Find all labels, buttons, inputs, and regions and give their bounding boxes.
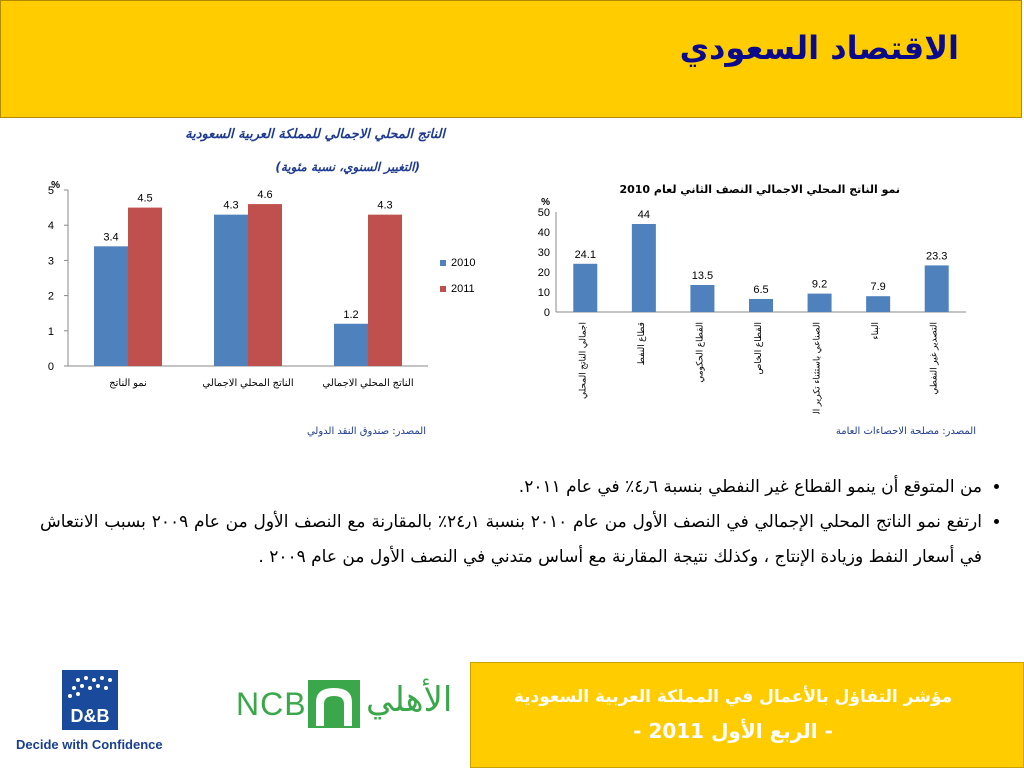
chart1-y-label: %	[51, 180, 60, 191]
chart1-legend-swatch	[440, 286, 446, 292]
chart2-x-tick: قطاع النفط	[636, 322, 647, 365]
header-bar: الاقتصاد السعودي	[0, 0, 1022, 118]
chart2-x-tick: البناء	[870, 322, 880, 340]
footer-box: مؤشر التفاؤل بالأعمال في المملكة العربية…	[470, 662, 1024, 768]
chart2-y-tick: 10	[538, 287, 550, 299]
dnb-logo-text: D&B	[71, 706, 110, 726]
chart1-y-tick: 5	[48, 185, 54, 197]
chart2-x-tick: التصدير غير النفطي	[929, 322, 940, 395]
chart2-data-label: 6.5	[753, 284, 768, 296]
chart1-y-tick: 1	[48, 326, 54, 338]
chart1-legend-label: 2011	[451, 283, 475, 295]
chart2-source: المصدر: مصلحة الاحصاءات العامة	[835, 426, 976, 437]
chart1-source: المصدر: صندوق النقد الدولي	[306, 426, 426, 437]
bullet-list: من المتوقع أن ينمو القطاع غير النفطي بنس…	[40, 470, 1008, 575]
chart1-y-tick: 4	[48, 220, 54, 232]
chart2-title: نمو الناتج المحلي الاجمالي النصف الثاني …	[619, 183, 900, 196]
chart2-data-label: 44	[638, 209, 650, 221]
chart1-bar	[128, 207, 162, 366]
chart2-y-tick: 50	[538, 207, 550, 219]
chart2-y-tick: 40	[538, 227, 550, 239]
chart2-data-label: 9.2	[812, 279, 827, 291]
chart2-y-tick: 0	[544, 307, 550, 319]
chart1-bar	[334, 323, 368, 366]
chart2-bar	[924, 265, 949, 312]
chart1-subtitle: (التغيير السنوي، نسبة مئوية)	[275, 160, 420, 174]
dnb-logo: D&B	[62, 670, 118, 730]
bullet-item: ارتفع نمو الناتج المحلي الإجمالي في النص…	[40, 505, 982, 575]
chart2-data-label: 24.1	[575, 249, 596, 261]
chart2-data-label: 13.5	[692, 270, 713, 282]
dnb-tagline: Decide with Confidence	[16, 737, 163, 752]
chart1-data-label: 4.3	[223, 200, 238, 212]
chart1-data-label: 4.6	[257, 189, 272, 201]
chart2-bar	[631, 224, 656, 312]
chart2-y-tick: 20	[538, 267, 550, 279]
chart2-bar	[573, 263, 598, 312]
chart1-legend-label: 2010	[451, 257, 475, 269]
chart1-svg: 0 1 2 3 4 5% 3.4 4.5 نمو الناتج 4.3 4.6 الناتج المح…	[48, 180, 476, 389]
chart1-y-tick: 0	[48, 361, 54, 373]
chart2-bar	[690, 285, 715, 312]
chart2-data-label: 23.3	[926, 250, 947, 262]
chart1-bar	[214, 214, 248, 366]
footer-line1: مؤشر التفاؤل بالأعمال في المملكة العربية…	[513, 687, 953, 707]
chart1-x-tick: نمو الناتج	[109, 378, 147, 389]
chart1-x-tick: الناتج المحلي الاجمالي	[322, 378, 413, 389]
bullet-item: من المتوقع أن ينمو القطاع غير النفطي بنس…	[40, 470, 982, 505]
chart1-x-tick: الناتج المحلي الاجمالي	[202, 378, 293, 389]
chart1-data-label: 4.3	[377, 200, 392, 212]
chart2-y-tick: 30	[538, 247, 550, 259]
chart2-x-tick: اجمالي الناتج المحلي	[577, 322, 588, 399]
chart1-data-label: 3.4	[103, 231, 118, 243]
chart1-bar	[94, 246, 128, 366]
chart1-bar	[368, 214, 402, 366]
ncb-emblem-icon	[308, 680, 360, 728]
chart2-x-tick: الصناعي باستثناء تكرير النفط	[812, 322, 823, 414]
chart2-bar	[807, 293, 832, 312]
chart1-bar	[248, 204, 282, 366]
chart2-bar	[749, 299, 773, 312]
chart1-title: الناتج المحلي الاجمالي للمملكة العربية ا…	[185, 127, 445, 142]
chart2-x-tick: القطاع الخاص	[753, 322, 764, 374]
chart2-x-tick: القطاع الحكومي	[694, 322, 705, 383]
chart1-y-tick: 3	[48, 255, 54, 267]
ahli-logo-text: الأهلي	[366, 680, 453, 720]
chart2-y-label: %	[541, 197, 550, 208]
chart1-data-label: 4.5	[137, 193, 152, 205]
chart1-y-tick: 2	[48, 291, 54, 303]
chart1-data-label: 1.2	[343, 309, 358, 321]
chart1-legend-swatch	[440, 260, 446, 266]
ncb-logo-text: NCB	[236, 686, 307, 722]
chart2-svg: 0 10 20 30 40 50% 24.1 اجمالي الناتج المحلي 44 قط…	[538, 197, 966, 414]
chart2-bar	[866, 296, 891, 312]
footer-line2: - الربع الأول 2011 -	[633, 719, 833, 743]
page-title: الاقتصاد السعودي	[679, 29, 959, 67]
chart2-data-label: 7.9	[870, 281, 885, 293]
